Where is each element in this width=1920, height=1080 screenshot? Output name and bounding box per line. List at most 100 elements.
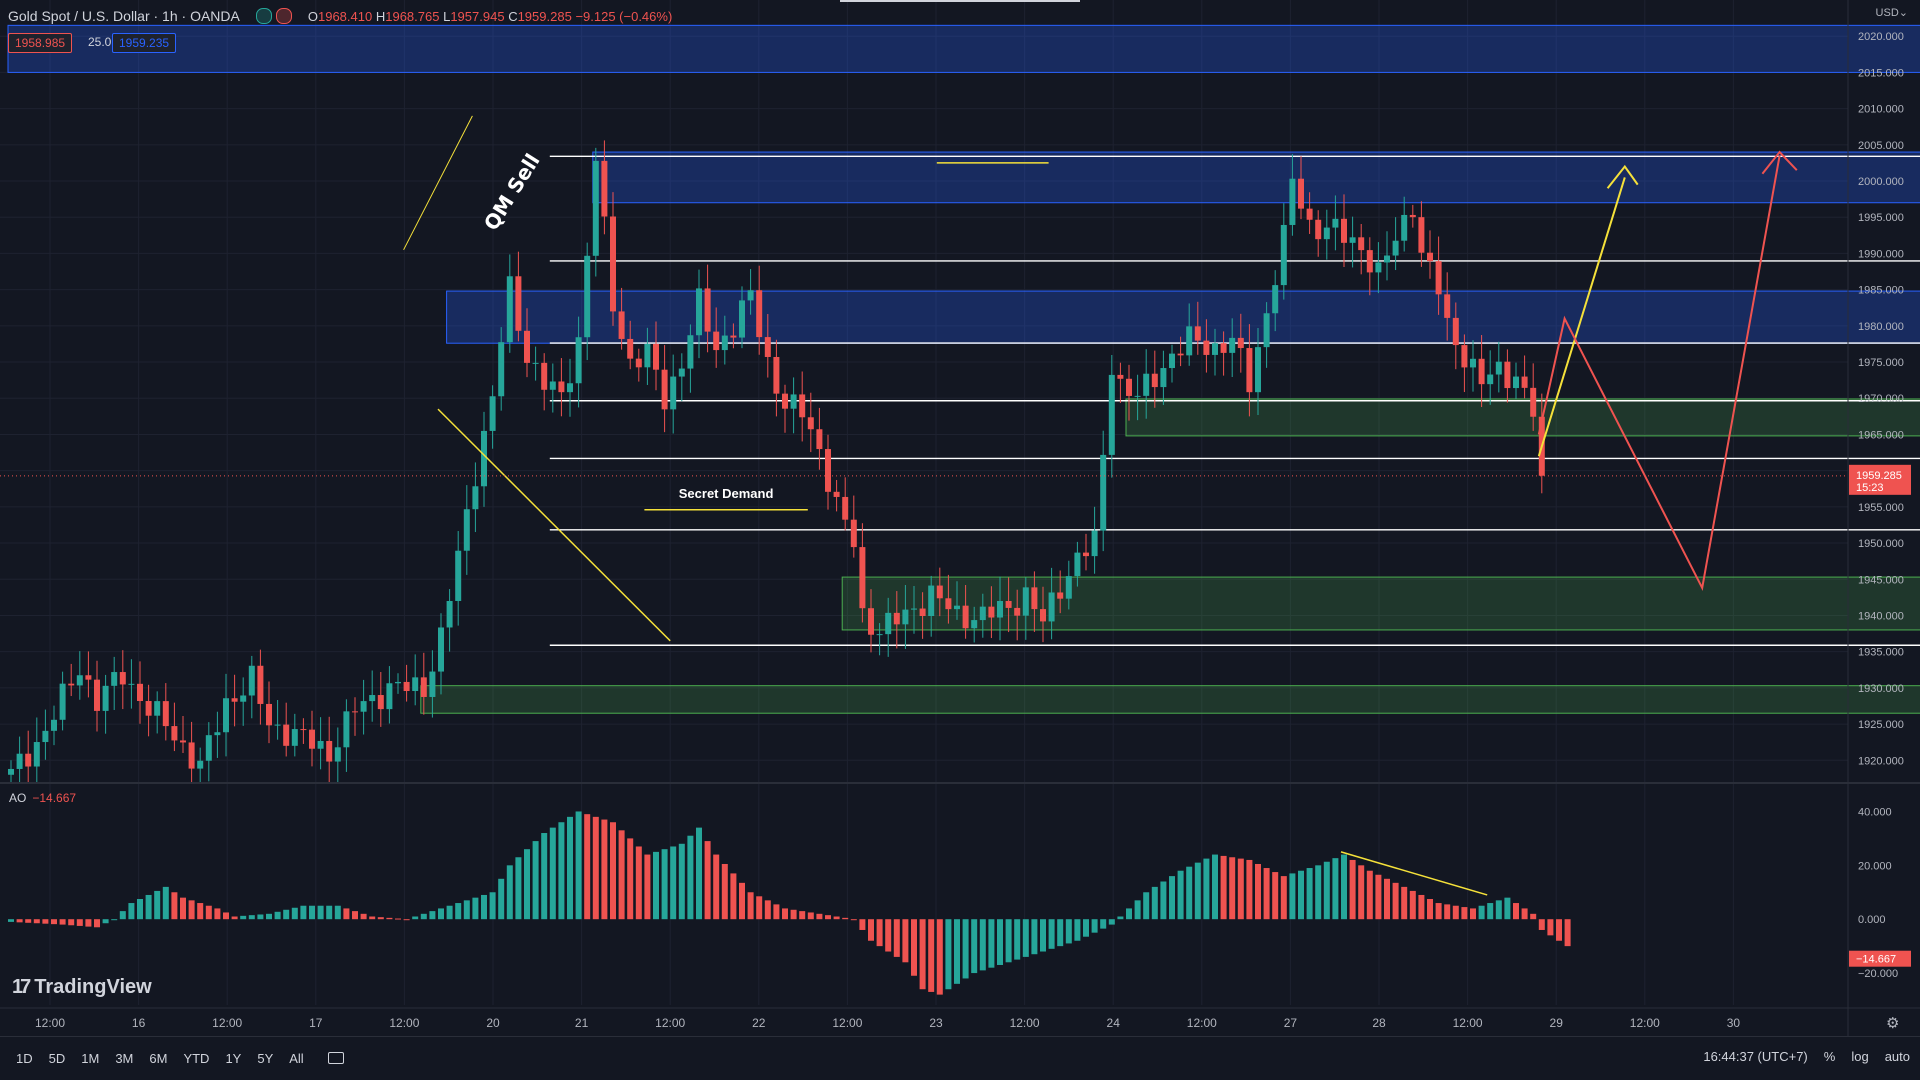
time-tick-label: 16 xyxy=(132,1016,146,1030)
candle xyxy=(1091,506,1098,574)
price-tick-label: 1930.000 xyxy=(1858,683,1904,695)
ao-bar xyxy=(102,919,109,924)
log-toggle[interactable]: log xyxy=(1851,1049,1869,1064)
candle-body xyxy=(567,383,573,393)
candle xyxy=(704,264,711,353)
ao-bar xyxy=(850,919,857,921)
ao-bar xyxy=(1323,861,1330,920)
candle-body xyxy=(1040,609,1046,622)
symbol-title[interactable]: Gold Spot / U.S. Dollar · 1h · OANDA xyxy=(8,8,240,24)
currency-selector[interactable]: USD⌄ xyxy=(1875,7,1908,19)
candle-body xyxy=(833,491,840,497)
candle xyxy=(309,710,315,767)
tf-5y[interactable]: 5Y xyxy=(257,1050,274,1066)
date-range-icon[interactable] xyxy=(327,1052,344,1064)
ao-bar xyxy=(1169,876,1175,920)
candle xyxy=(1220,331,1227,376)
candle-body xyxy=(859,547,866,609)
candle-body xyxy=(8,768,14,775)
candle xyxy=(1169,344,1175,383)
candle xyxy=(1057,570,1064,614)
chart-header: Gold Spot / U.S. Dollar · 1h · OANDA O19… xyxy=(8,8,672,24)
candle xyxy=(317,717,324,770)
candle-body xyxy=(1384,255,1390,263)
candle xyxy=(988,586,995,639)
ao-bar xyxy=(188,900,195,920)
ao-bar xyxy=(94,919,100,928)
candle-body xyxy=(386,683,393,710)
price-chart[interactable]: 1(2003.418)0.786(1988.967)0.618(1977.621… xyxy=(0,0,1920,1036)
tf-ytd[interactable]: YTD xyxy=(183,1050,210,1066)
candle-body xyxy=(1083,552,1089,557)
time-tick-label: 24 xyxy=(1107,1016,1121,1030)
arrow-head-icon xyxy=(1761,150,1798,175)
ao-bar xyxy=(833,916,840,920)
candle-body xyxy=(575,337,582,384)
candle-body xyxy=(94,679,100,711)
candle-body xyxy=(592,160,599,256)
price-tick-label: 1970.000 xyxy=(1858,393,1904,405)
ao-bar xyxy=(171,892,178,920)
ao-bar xyxy=(1014,919,1021,960)
candle xyxy=(1530,363,1537,431)
tf-6m[interactable]: 6M xyxy=(149,1050,168,1066)
ao-bar xyxy=(610,822,616,920)
time-tick-label: 23 xyxy=(929,1016,943,1030)
tf-3m[interactable]: 3M xyxy=(115,1050,134,1066)
candle-body xyxy=(420,677,427,697)
bid-price[interactable]: 1958.985 xyxy=(8,33,73,53)
candle xyxy=(670,354,677,434)
market-status-icon[interactable] xyxy=(255,8,272,24)
supply-zone xyxy=(446,290,1920,344)
candle xyxy=(506,254,513,353)
ao-bar xyxy=(1547,919,1554,936)
indicator-legend[interactable]: AO −14.667 xyxy=(9,791,76,805)
candle-body xyxy=(885,612,892,635)
ao-bar xyxy=(1255,863,1261,920)
ao-bar xyxy=(1246,859,1253,920)
candle xyxy=(739,286,745,349)
candle xyxy=(911,585,917,634)
ao-bar xyxy=(1556,919,1562,941)
ao-bar xyxy=(541,833,548,920)
ao-bar xyxy=(773,904,780,920)
data-status-icon[interactable] xyxy=(275,8,292,24)
price-tick-label: 1920.000 xyxy=(1858,755,1904,767)
candle-body xyxy=(111,672,118,686)
candle xyxy=(420,652,427,715)
candle xyxy=(463,485,470,575)
ask-price[interactable]: 1959.235 xyxy=(112,33,177,53)
tf-all[interactable]: All xyxy=(289,1050,304,1066)
candle xyxy=(248,655,255,719)
candle-body xyxy=(180,740,186,743)
candle-body xyxy=(283,724,290,746)
candle xyxy=(403,664,410,702)
tradingview-logo[interactable]: 17 TradingView xyxy=(12,976,152,999)
candle xyxy=(1452,302,1459,370)
candle xyxy=(1160,350,1167,405)
ao-bar xyxy=(266,913,272,920)
candle-body xyxy=(764,337,771,357)
candle xyxy=(653,321,659,391)
ao-bar xyxy=(644,854,651,920)
candle-body xyxy=(532,362,539,364)
clock[interactable]: 16:44:37 (UTC+7) xyxy=(1703,1049,1808,1064)
settings-gear-icon[interactable]: ⚙ xyxy=(1886,1014,1899,1032)
candle-body xyxy=(1401,214,1408,241)
candle-body xyxy=(455,550,462,601)
price-tick-label: 1955.000 xyxy=(1858,502,1904,514)
ao-bar xyxy=(567,816,573,920)
candle-body xyxy=(1126,378,1132,396)
tf-1m[interactable]: 1M xyxy=(81,1050,100,1066)
percent-toggle[interactable]: % xyxy=(1823,1049,1836,1064)
candle-body xyxy=(231,698,238,702)
ao-bar xyxy=(1427,899,1433,920)
candle xyxy=(1392,217,1399,271)
auto-toggle[interactable]: auto xyxy=(1884,1049,1910,1064)
candle xyxy=(601,140,608,235)
tf-1d[interactable]: 1D xyxy=(16,1050,33,1066)
candle-body xyxy=(1177,353,1184,356)
ao-bar xyxy=(1418,894,1425,920)
tf-5d[interactable]: 5D xyxy=(48,1050,66,1066)
tf-1y[interactable]: 1Y xyxy=(225,1050,242,1066)
